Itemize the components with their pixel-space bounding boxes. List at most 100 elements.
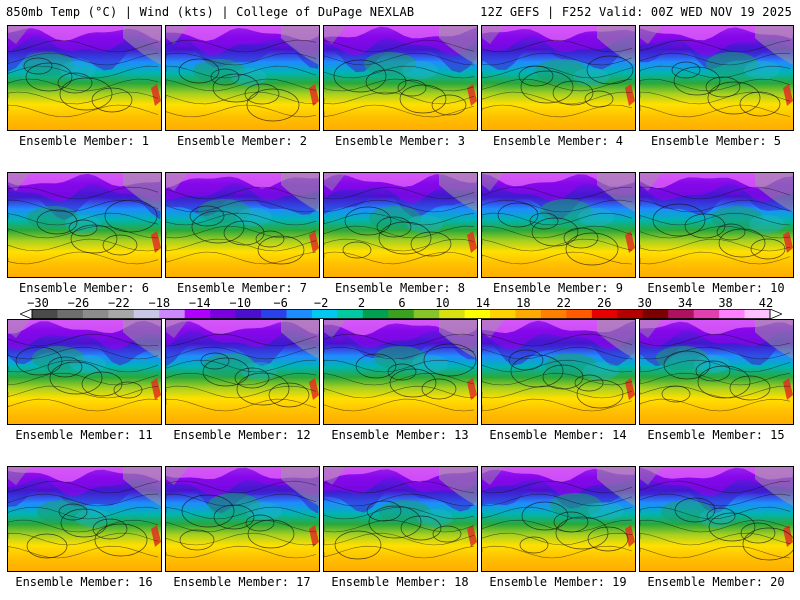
colorbar-segment xyxy=(261,309,287,319)
colorbar-tick-label: 42 xyxy=(758,296,774,310)
temperature-map xyxy=(323,466,478,572)
ensemble-panel: Ensemble Member: 20 xyxy=(639,466,794,589)
colorbar-segment xyxy=(617,309,644,319)
colorbar-segment xyxy=(311,309,338,319)
colorbar-segment xyxy=(337,309,364,319)
product-title: 850mb Temp (°C) | Wind (kts) | College o… xyxy=(6,5,415,19)
colorbar-tick-label: −22 xyxy=(108,296,130,310)
colorbar-segment xyxy=(286,309,313,319)
temperature-map xyxy=(323,172,478,278)
ensemble-panel: Ensemble Member: 10 xyxy=(639,172,794,295)
colorbar-low-arrow xyxy=(20,309,33,319)
ensemble-member-label: Ensemble Member: 12 xyxy=(173,428,311,442)
ensemble-member-label: Ensemble Member: 11 xyxy=(15,428,153,442)
temperature-map xyxy=(165,172,320,278)
colorbar-segment xyxy=(668,309,695,319)
colorbar-segment xyxy=(82,309,109,319)
ensemble-member-label: Ensemble Member: 18 xyxy=(331,575,469,589)
ensemble-member-label: Ensemble Member: 14 xyxy=(489,428,627,442)
colorbar-segment xyxy=(159,309,186,319)
colorbar-tick-labels: −30 −26 −22 −18 −14 −10 −6 −2 2 6 10 14 18 22 26 30 34 38… xyxy=(20,296,780,310)
colorbar-tick-label: 22 xyxy=(556,296,571,310)
ensemble-panel: Ensemble Member: 7 xyxy=(165,172,320,295)
temperature-map xyxy=(639,466,794,572)
ensemble-panel: Ensemble Member: 13 xyxy=(323,319,478,442)
temperature-map xyxy=(323,25,478,131)
colorbar-tick-label: −18 xyxy=(148,296,171,310)
temperature-map xyxy=(323,319,478,425)
colorbar-segment xyxy=(184,309,211,319)
ensemble-member-label: Ensemble Member: 1 xyxy=(18,134,150,148)
colorbar-segment xyxy=(566,309,593,319)
colorbar-segment xyxy=(32,309,58,319)
colorbar-tick-label: 10 xyxy=(435,296,450,310)
ensemble-member-label: Ensemble Member: 9 xyxy=(492,281,624,295)
colorbar-tick-label: −26 xyxy=(67,296,90,310)
colorbar-segment xyxy=(57,309,84,319)
ensemble-member-label: Ensemble Member: 15 xyxy=(647,428,785,442)
colorbar-tick-label: −6 xyxy=(273,296,288,310)
ensemble-panel: Ensemble Member: 16 xyxy=(7,466,162,589)
ensemble-panel: Ensemble Member: 11 xyxy=(7,319,162,442)
ensemble-panel: Ensemble Member: 9 xyxy=(481,172,636,295)
colorbar-segment xyxy=(490,309,517,319)
temperature-map xyxy=(639,319,794,425)
run-valid-time: 12Z GEFS | F252 Valid: 00Z WED NOV 19 20… xyxy=(480,5,792,19)
colorbar-segment xyxy=(464,309,491,319)
ensemble-panel: Ensemble Member: 6 xyxy=(7,172,162,295)
colorbar-tick-label: 2 xyxy=(357,296,366,310)
ensemble-panel: Ensemble Member: 14 xyxy=(481,319,636,442)
ensemble-panel: Ensemble Member: 1 xyxy=(7,25,162,148)
temperature-map xyxy=(7,319,162,425)
temperature-colorbar xyxy=(20,309,782,319)
colorbar-segment xyxy=(439,309,466,319)
ensemble-panel: Ensemble Member: 8 xyxy=(323,172,478,295)
ensemble-panel: Ensemble Member: 2 xyxy=(165,25,320,148)
colorbar-tick-label: 34 xyxy=(677,296,693,310)
colorbar-segment xyxy=(515,309,542,319)
temperature-map xyxy=(165,25,320,131)
temperature-map xyxy=(481,25,636,131)
ensemble-member-label: Ensemble Member: 17 xyxy=(173,575,311,589)
colorbar-high-arrow xyxy=(769,309,782,319)
ensemble-panel: Ensemble Member: 15 xyxy=(639,319,794,442)
colorbar-segment xyxy=(388,309,415,319)
colorbar-tick-label: 30 xyxy=(637,296,652,310)
colorbar-tick-label: −30 xyxy=(27,296,49,310)
colorbar-tick-label: −14 xyxy=(188,296,211,310)
colorbar-segment xyxy=(540,309,567,319)
figure-header: 850mb Temp (°C) | Wind (kts) | College o… xyxy=(0,0,800,22)
colorbar-segment xyxy=(133,309,160,319)
ensemble-member-label: Ensemble Member: 2 xyxy=(176,134,308,148)
temperature-map xyxy=(481,466,636,572)
colorbar-tick-label: −2 xyxy=(313,296,329,310)
ensemble-member-label: Ensemble Member: 6 xyxy=(18,281,150,295)
ensemble-member-label: Ensemble Member: 7 xyxy=(176,281,308,295)
ensemble-member-label: Ensemble Member: 4 xyxy=(492,134,624,148)
ensemble-panel: Ensemble Member: 18 xyxy=(323,466,478,589)
colorbar-segment xyxy=(744,309,771,319)
colorbar-tick-label: −10 xyxy=(229,296,252,310)
colorbar-tick-label: 18 xyxy=(516,296,531,310)
ensemble-member-label: Ensemble Member: 10 xyxy=(647,281,785,295)
colorbar-tick-label: 6 xyxy=(398,296,406,310)
colorbar-segment xyxy=(642,309,669,319)
colorbar-segment xyxy=(108,309,135,319)
ensemble-member-label: Ensemble Member: 20 xyxy=(647,575,785,589)
colorbar-tick-label: 26 xyxy=(596,296,612,310)
ensemble-member-label: Ensemble Member: 8 xyxy=(334,281,466,295)
colorbar-segment xyxy=(693,309,720,319)
colorbar-segment xyxy=(210,309,237,319)
colorbar-segment xyxy=(413,309,440,319)
temperature-map xyxy=(7,172,162,278)
colorbar-segment xyxy=(235,309,262,319)
ensemble-member-label: Ensemble Member: 3 xyxy=(334,134,466,148)
ensemble-panel: Ensemble Member: 5 xyxy=(639,25,794,148)
ensemble-panel: Ensemble Member: 3 xyxy=(323,25,478,148)
temperature-map xyxy=(7,25,162,131)
ensemble-member-label: Ensemble Member: 5 xyxy=(650,134,782,148)
colorbar-segment xyxy=(362,309,389,319)
ensemble-member-label: Ensemble Member: 13 xyxy=(331,428,469,442)
temperature-map xyxy=(165,319,320,425)
temperature-map xyxy=(481,172,636,278)
